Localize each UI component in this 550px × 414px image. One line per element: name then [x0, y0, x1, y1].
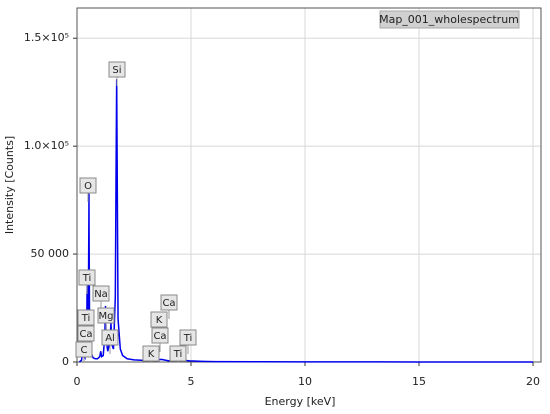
- peak-label-box: [151, 327, 169, 344]
- y-tick-label: 50 000: [31, 247, 70, 260]
- x-tick-label: 10: [298, 375, 312, 388]
- y-tick-label: 1.0×10⁵: [24, 139, 69, 152]
- peak-label: Ti: [179, 329, 197, 354]
- x-axis-title: Energy [keV]: [265, 395, 336, 408]
- peak-label: Ti: [78, 269, 96, 294]
- x-tick-label: 15: [412, 375, 426, 388]
- peak-label-text: Ti: [82, 273, 92, 284]
- y-tick-label: 1.5×10⁵: [24, 31, 69, 44]
- peak-label-text: Mg: [99, 311, 114, 322]
- peak-label-box: [75, 341, 93, 358]
- peak-label-box: [108, 61, 126, 78]
- peak-label: K: [150, 311, 168, 336]
- peak-label-box: [169, 345, 187, 362]
- peak-label: Ti: [169, 345, 187, 362]
- x-tick-label: 0: [74, 375, 81, 388]
- peak-label-text: O: [84, 181, 92, 192]
- peak-label: Ca: [151, 327, 169, 352]
- peak-label: Ca: [160, 294, 178, 319]
- peak-label: Si: [108, 61, 126, 86]
- peak-label-text: Ca: [79, 329, 92, 340]
- x-tick-label: 20: [526, 375, 540, 388]
- peak-label-box: [92, 285, 110, 302]
- peak-label-box: [79, 177, 97, 194]
- peak-label-box: [179, 329, 197, 346]
- peak-label-text: K: [148, 349, 155, 360]
- peak-label-box: [78, 269, 96, 286]
- peak-label: Al: [101, 329, 119, 354]
- y-tick-label: 0: [62, 355, 69, 368]
- peak-label-text: Ca: [153, 331, 166, 342]
- peak-label-box: [142, 345, 160, 362]
- peak-label-text: Si: [112, 65, 121, 76]
- peak-label-text: Na: [94, 289, 108, 300]
- peak-label-text: Ti: [173, 349, 183, 360]
- peak-label-text: Al: [105, 333, 115, 344]
- peak-label-text: Ca: [162, 298, 175, 309]
- x-tick-label: 5: [188, 375, 195, 388]
- peak-label: C: [75, 341, 93, 362]
- peak-label-text: Ti: [183, 333, 193, 344]
- peak-label: K: [142, 345, 160, 362]
- y-axis-title: Intensity [Counts]: [3, 136, 16, 234]
- peak-label: Na: [92, 285, 110, 310]
- peak-label-box: [160, 294, 178, 311]
- peak-label-box: [101, 329, 119, 346]
- peak-label: O: [79, 177, 97, 202]
- peak-label-text: C: [81, 345, 88, 356]
- legend-label: Map_001_wholespectrum: [379, 13, 519, 26]
- peak-label-box: [150, 311, 168, 328]
- peak-label-box: [77, 309, 95, 326]
- peak-label-text: Ti: [81, 313, 91, 324]
- legend-box: [379, 10, 520, 29]
- peak-label-box: [97, 307, 115, 324]
- peak-label-text: K: [156, 315, 163, 326]
- peak-label-box: [77, 325, 95, 342]
